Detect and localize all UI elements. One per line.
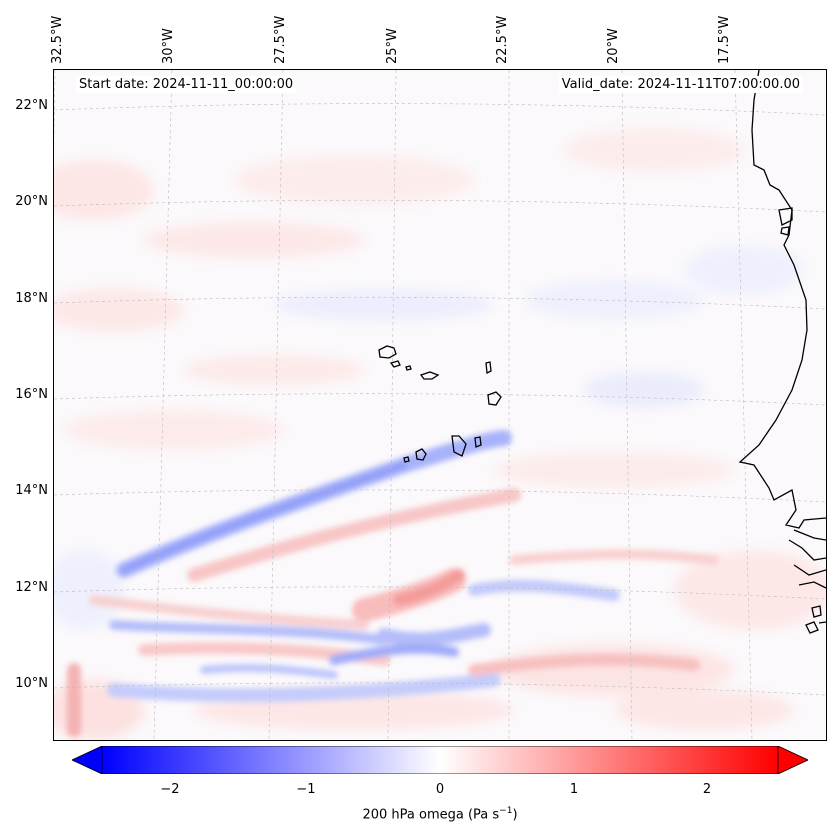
cape-verde-islands xyxy=(378,345,502,463)
graticule xyxy=(54,70,826,740)
island-brava xyxy=(403,456,410,463)
lat-label-10n: 10°N xyxy=(15,676,48,691)
lon-label-30w: 30°W xyxy=(161,28,176,64)
convective-bands xyxy=(67,430,719,737)
colorbar-label-sup: −1 xyxy=(499,806,513,816)
colorbar-body xyxy=(101,746,779,774)
island-fogo xyxy=(415,448,427,461)
lat-label-22n: 22°N xyxy=(15,98,48,113)
omega-map xyxy=(53,69,827,741)
lon-label-27-5w: 27.5°W xyxy=(273,15,288,64)
lon-label-20w: 20°W xyxy=(606,28,621,64)
island-boa-vista xyxy=(487,391,502,406)
island-sao-nicolau xyxy=(419,371,440,380)
start-date-label: Start date: 2024-11-11_00:00:00 xyxy=(76,76,297,93)
colorbar-tick-0: 0 xyxy=(435,782,445,797)
lat-label-12n: 12°N xyxy=(15,580,48,595)
colorbar-label-end: ) xyxy=(512,807,518,823)
colorbar-tick-minus1: −1 xyxy=(296,782,316,797)
valid-date-label: Valid_date: 2024-11-11T07:00:00.00 xyxy=(558,76,803,93)
island-santiago xyxy=(451,435,467,457)
lat-label-20n: 20°N xyxy=(15,194,48,209)
lon-label-25w: 25°W xyxy=(385,28,400,64)
lon-label-32-5w: 32.5°W xyxy=(50,15,65,64)
african-coastline xyxy=(738,70,826,634)
lon-label-22-5w: 22.5°W xyxy=(495,15,510,64)
colorbar-min-arrow xyxy=(72,746,103,774)
island-sao-vicente xyxy=(389,360,401,368)
lat-label-14n: 14°N xyxy=(15,483,48,498)
lon-label-17-5w: 17.5°W xyxy=(717,15,732,64)
colorbar-label: 200 hPa omega (Pa s−1) xyxy=(0,806,837,822)
omega-field xyxy=(54,70,826,740)
island-maio xyxy=(474,436,482,448)
colorbar xyxy=(72,746,808,774)
colorbar-tick-2: 2 xyxy=(702,782,712,797)
colorbar-max-arrow xyxy=(777,746,808,774)
lat-label-18n: 18°N xyxy=(15,291,48,306)
island-santo-antao xyxy=(378,345,397,359)
island-sal xyxy=(485,361,492,375)
colorbar-label-text: 200 hPa omega (Pa s xyxy=(362,807,500,823)
colorbar-tick-1: 1 xyxy=(569,782,579,797)
colorbar-tick-minus2: −2 xyxy=(160,782,180,797)
island-santa-luzia xyxy=(405,365,412,371)
lat-label-16n: 16°N xyxy=(15,387,48,402)
